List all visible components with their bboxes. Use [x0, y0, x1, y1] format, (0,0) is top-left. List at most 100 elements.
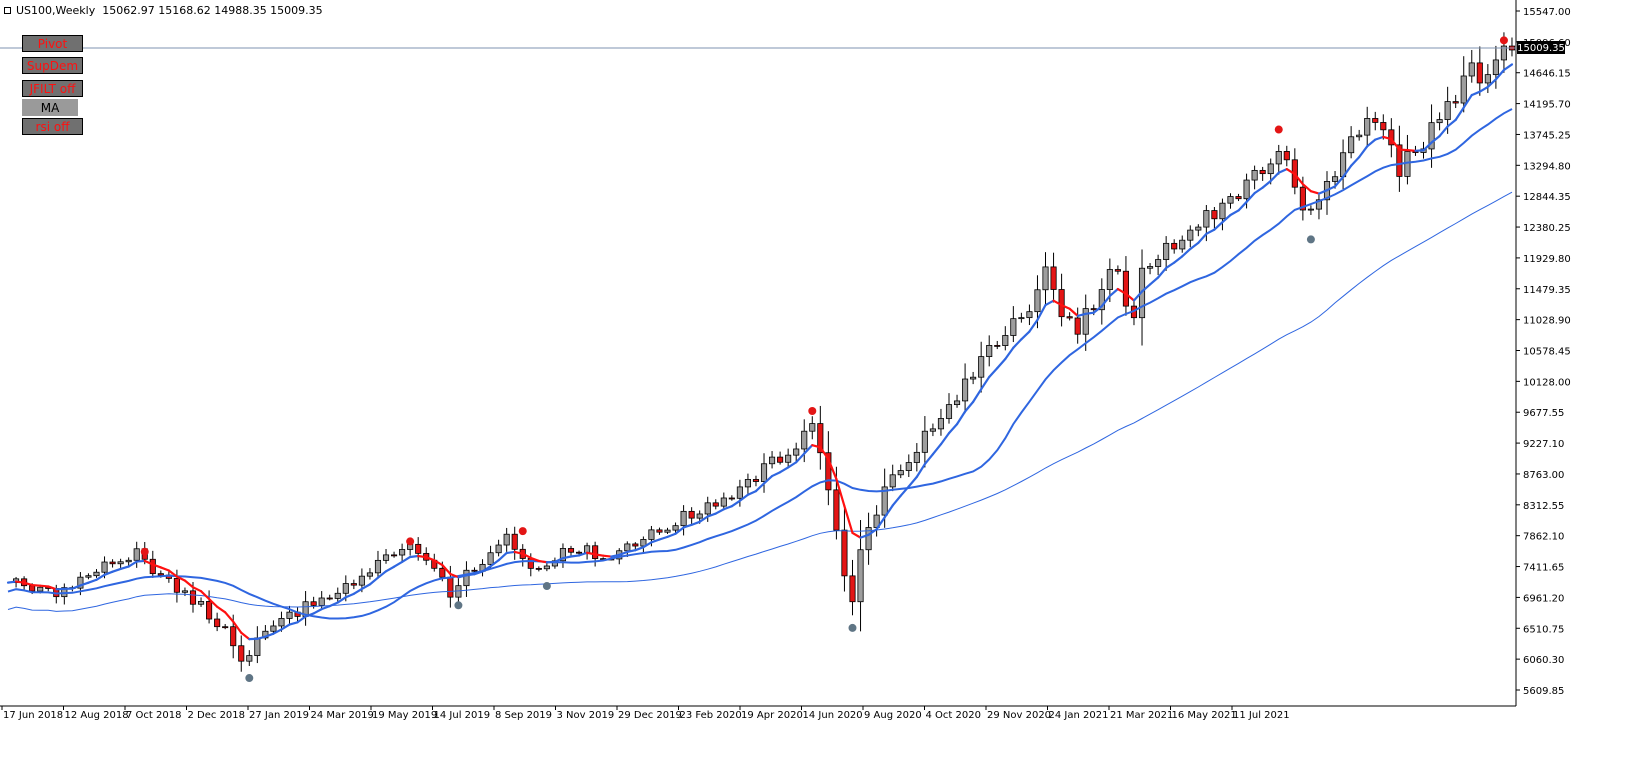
jfilt-segment [1060, 304, 1071, 310]
candle [117, 558, 124, 569]
candle [1356, 129, 1363, 141]
jfilt-segment [425, 556, 436, 562]
y-tick-label: 6060.30 [1523, 655, 1564, 666]
x-tick-label: 29 Nov 2020 [987, 710, 1051, 721]
jfilt-segment [304, 612, 315, 618]
rsi-button[interactable]: rsi off [22, 118, 83, 135]
jfilt-segment [1116, 287, 1128, 295]
jfilt-segment [996, 357, 1007, 370]
candle [543, 563, 550, 572]
jfilt-segment [232, 620, 243, 634]
jfilt-button[interactable]: JFILT off [22, 80, 83, 97]
y-tick-label: 6510.75 [1523, 624, 1564, 635]
jfilt-segment [537, 559, 548, 564]
y-tick-label: 10128.00 [1523, 377, 1571, 388]
jfilt-segment [899, 485, 910, 497]
candle [350, 579, 357, 590]
candle [1259, 166, 1266, 181]
jfilt-segment [883, 504, 894, 519]
jfilt-segment [23, 581, 34, 587]
candle [197, 597, 205, 607]
jfilt-segment [891, 494, 902, 507]
jfilt-segment [875, 516, 886, 531]
jfilt-segment [955, 410, 967, 426]
x-tick-label: 8 Sep 2019 [495, 710, 552, 721]
candle [1396, 125, 1403, 192]
x-tick-label: 2 Dec 2018 [188, 710, 246, 721]
jfilt-segment [352, 587, 363, 595]
jfilt-segment [923, 453, 935, 466]
ohlc-label: 15062.97 15168.62 14988.35 15009.35 [102, 4, 323, 17]
jfilt-segment [392, 560, 404, 568]
jfilt-segment [240, 631, 251, 641]
pivot-high-marker [1274, 125, 1283, 134]
pivot-high-marker [140, 547, 149, 556]
jfilt-segment [947, 423, 959, 435]
pivot-button[interactable]: Pivot [22, 35, 83, 52]
jfilt-segment [585, 551, 597, 556]
jfilt-segment [1189, 241, 1200, 251]
candle [1010, 306, 1017, 343]
candle [214, 612, 221, 632]
supdem-button[interactable]: SupDem [22, 57, 83, 74]
candle [1436, 112, 1443, 131]
jfilt-segment [119, 565, 130, 571]
candle [1098, 278, 1105, 325]
x-tick-label: 21 Mar 2021 [1110, 710, 1173, 721]
jfilt-segment [980, 375, 991, 391]
candle [399, 543, 406, 562]
x-tick-label: 14 Jun 2020 [803, 710, 863, 721]
jfilt-segment [634, 546, 645, 552]
candle [1492, 45, 1499, 89]
candle [978, 341, 985, 393]
candle [238, 635, 245, 672]
jfilt-segment [1132, 290, 1144, 302]
candle [1042, 252, 1049, 306]
pivot-high-marker [1499, 36, 1508, 45]
jfilt-segment [698, 515, 709, 523]
jfilt-segment [135, 559, 146, 563]
jfilt-segment [1478, 85, 1489, 93]
candle [246, 650, 253, 666]
candle [905, 454, 912, 478]
ma-button[interactable]: MA [22, 99, 78, 116]
jfilt-segment [1084, 311, 1095, 315]
x-tick-label: 19 May 2019 [372, 710, 437, 721]
ma-mid-line [7, 108, 1513, 620]
pivot-low-marker [245, 674, 254, 683]
jfilt-segment [505, 550, 516, 555]
y-tick-label: 11028.90 [1523, 316, 1571, 327]
candle [125, 557, 132, 566]
candle [656, 527, 663, 535]
candle [1122, 256, 1129, 316]
jfilt-segment [1366, 138, 1377, 148]
candle [503, 527, 510, 552]
jfilt-segment [497, 551, 508, 562]
jfilt-segment [690, 520, 701, 526]
candle [1235, 193, 1242, 202]
y-tick-label: 13294.80 [1523, 161, 1571, 172]
candle [1315, 192, 1323, 220]
jfilt-segment [1494, 68, 1506, 81]
y-tick-label: 14195.70 [1523, 100, 1571, 111]
jfilt-segment [561, 555, 573, 560]
y-tick-label: 11479.35 [1523, 285, 1571, 296]
jfilt-segment [714, 508, 725, 515]
candle [1468, 49, 1475, 83]
jfilt-segment [658, 535, 669, 541]
jfilt-segment [626, 549, 637, 553]
jfilt-segment [1221, 213, 1232, 224]
jfilt-segment [1277, 168, 1288, 174]
jfilt-segment [795, 452, 806, 464]
jfilt-segment [1157, 266, 1168, 279]
jfilt-segment [457, 574, 468, 579]
jfilt-segment [256, 635, 267, 640]
jfilt-segment [770, 471, 782, 478]
candle [937, 408, 945, 436]
jfilt-segment [216, 605, 227, 614]
candle [1283, 145, 1290, 167]
pivot-low-marker [454, 601, 463, 610]
jfilt-segment [746, 489, 758, 496]
